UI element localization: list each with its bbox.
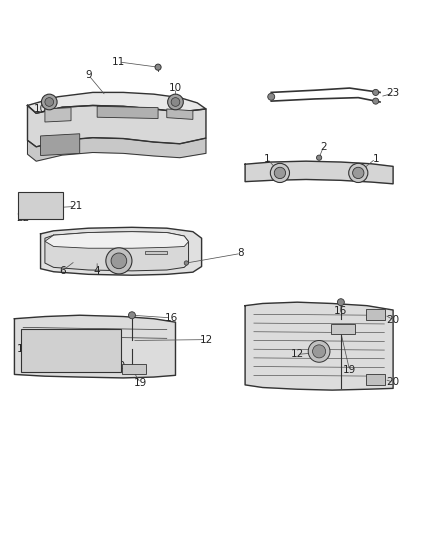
Polygon shape	[28, 92, 206, 114]
Text: 2: 2	[320, 142, 327, 152]
Polygon shape	[245, 161, 393, 184]
Text: 23: 23	[386, 88, 400, 98]
FancyBboxPatch shape	[366, 374, 385, 385]
Circle shape	[349, 163, 368, 182]
Text: 4: 4	[94, 266, 100, 276]
Circle shape	[106, 248, 132, 274]
Circle shape	[184, 261, 188, 265]
Circle shape	[313, 345, 325, 358]
Circle shape	[373, 98, 379, 104]
Polygon shape	[41, 228, 201, 275]
Text: 19: 19	[343, 365, 356, 375]
FancyBboxPatch shape	[21, 329, 121, 372]
Polygon shape	[14, 315, 176, 378]
FancyBboxPatch shape	[18, 192, 63, 220]
Circle shape	[308, 341, 330, 362]
Text: 20: 20	[386, 314, 399, 325]
Text: 11: 11	[112, 57, 126, 67]
FancyBboxPatch shape	[122, 365, 146, 374]
Text: 10: 10	[169, 83, 182, 93]
Text: 21: 21	[69, 201, 82, 212]
Circle shape	[42, 94, 57, 110]
Text: 16: 16	[165, 313, 178, 323]
Polygon shape	[245, 302, 393, 390]
Circle shape	[274, 167, 286, 179]
Polygon shape	[145, 251, 167, 254]
Text: 12: 12	[199, 335, 212, 345]
Polygon shape	[45, 108, 71, 122]
Polygon shape	[28, 106, 206, 147]
Circle shape	[128, 312, 135, 319]
Circle shape	[168, 94, 184, 110]
Circle shape	[270, 163, 290, 182]
Text: 20: 20	[112, 361, 125, 371]
Polygon shape	[41, 134, 80, 156]
Circle shape	[373, 90, 379, 95]
Text: 6: 6	[59, 266, 66, 276]
Text: 1: 1	[264, 154, 270, 164]
FancyBboxPatch shape	[366, 309, 385, 320]
Text: 1: 1	[372, 154, 379, 164]
Text: 18: 18	[17, 344, 30, 354]
Circle shape	[337, 298, 344, 305]
Polygon shape	[167, 109, 193, 119]
FancyBboxPatch shape	[331, 324, 355, 334]
Circle shape	[353, 167, 364, 179]
Polygon shape	[45, 232, 188, 248]
Text: 9: 9	[85, 70, 92, 80]
Circle shape	[317, 155, 322, 160]
Circle shape	[45, 98, 53, 107]
Text: 16: 16	[334, 306, 347, 316]
Circle shape	[268, 93, 275, 100]
Text: 12: 12	[291, 350, 304, 359]
Text: 22: 22	[17, 213, 30, 223]
Text: 10: 10	[34, 104, 47, 114]
Circle shape	[111, 253, 127, 269]
Text: 8: 8	[237, 248, 244, 259]
Polygon shape	[97, 107, 158, 118]
Polygon shape	[28, 138, 206, 161]
Polygon shape	[45, 232, 188, 271]
Text: 20: 20	[386, 377, 399, 387]
Circle shape	[171, 98, 180, 107]
Circle shape	[155, 64, 161, 70]
Text: 19: 19	[134, 378, 147, 388]
